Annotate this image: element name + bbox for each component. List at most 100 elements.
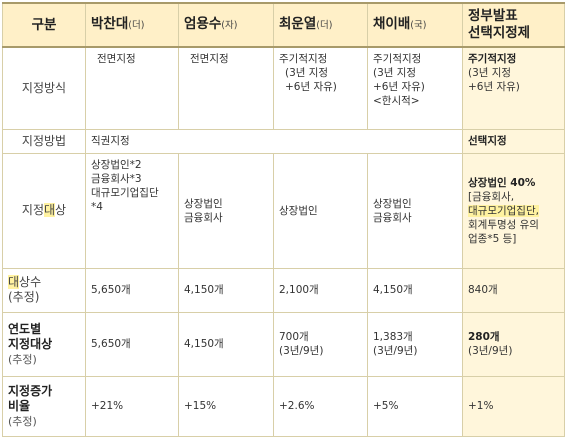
header-category-label: 구분 xyxy=(31,16,57,33)
row-method-c5: 주기적지정 (3년 지정 +6년 자유) xyxy=(462,46,565,130)
row-annual-c5-sub: (3년/9년) xyxy=(468,345,513,357)
row-method-c5-line1: 주기적지정 xyxy=(468,53,517,65)
row-target-c1-line2: 금융회사*3 xyxy=(91,172,142,185)
row-way: 지정방법 직권지정 선택지정 xyxy=(2,128,565,154)
row-annual-c4-value: 1,383개 xyxy=(373,331,413,343)
header-col-3: 최운열(더) xyxy=(273,2,368,48)
row-target-label-c: 상 xyxy=(55,203,67,217)
row-way-c1-text: 직권지정 xyxy=(91,135,130,147)
header-col-2: 엄용수(자) xyxy=(178,2,274,48)
row-rate-label-b: 비율 xyxy=(8,398,31,413)
row-method-c4-line2: (3년 지정 xyxy=(373,67,417,79)
row-rate-c2: +15% xyxy=(178,375,274,437)
row-rate-c5-value: +1% xyxy=(468,400,494,412)
row-method-c1-text: 전면지정 xyxy=(97,53,136,65)
row-count-c1-value: 5,650개 xyxy=(91,284,131,296)
header-col-1-party: (더) xyxy=(128,20,145,31)
row-rate-c2-value: +15% xyxy=(184,400,217,412)
row-count-label: 대상수 (추정) xyxy=(2,267,86,313)
row-method-c5-line2: (3년 지정 xyxy=(468,67,512,79)
row-target-c4: 상장법인 금융회사 xyxy=(367,152,463,269)
row-annual-c3-value: 700개 xyxy=(279,331,309,343)
row-annual-c1: 5,650개 xyxy=(85,311,179,377)
row-annual-label: 연도별 지정대상 (추정) xyxy=(2,311,86,377)
row-target-c2-line2: 금융회사 xyxy=(184,211,223,224)
row-count-c5-value: 840개 xyxy=(468,284,498,296)
header-col-3-name: 최운열 xyxy=(279,16,317,32)
row-method: 지정방식 전면지정 전면지정 주기적지정 (3년 지정 +6년 자유) 주기적지… xyxy=(2,46,565,130)
row-target-c2: 상장법인 금융회사 xyxy=(178,152,274,269)
row-target-c5-line1: 상장법인 40% xyxy=(468,176,536,189)
row-annual-c4: 1,383개 (3년/9년) xyxy=(367,311,463,377)
row-count-label-highlight: 대 xyxy=(8,275,20,289)
header-col-4: 채이배(국) xyxy=(367,2,463,48)
header-category: 구분 xyxy=(2,2,86,48)
row-rate: 지정증가 비율 (추정) +21% +15% +2.6% +5% +1% xyxy=(2,375,565,437)
row-rate-label: 지정증가 비율 (추정) xyxy=(2,375,86,437)
row-method-c4-line4: <한시적> xyxy=(373,95,420,107)
row-target-c4-line2: 금융회사 xyxy=(373,211,412,224)
row-target: 지정대상 상장법인*2 금융회사*3 대규모기업집단 *4 상장법인 금융회사 … xyxy=(2,152,565,269)
row-target-c3-line1: 상장법인 xyxy=(279,204,318,217)
row-annual: 연도별 지정대상 (추정) 5,650개 4,150개 700개 (3년/9년)… xyxy=(2,311,565,377)
row-target-c1-line3: 대규모기업집단 xyxy=(91,186,159,199)
row-count-label-sub: (추정) xyxy=(8,290,40,304)
row-method-c2: 전면지정 xyxy=(178,46,274,130)
row-method-label: 지정방식 xyxy=(2,46,86,130)
row-method-label-text: 지정방식 xyxy=(21,80,67,95)
row-target-label-highlight: 대 xyxy=(44,203,56,217)
row-annual-c5-value: 280개 xyxy=(468,331,500,343)
row-count-c2: 4,150개 xyxy=(178,267,274,313)
row-target-label-a: 지정 xyxy=(21,203,44,217)
header-col-5: 정부발표 선택지정제 xyxy=(462,2,565,48)
row-target-c5: 상장법인 40% [금융회사, 대규모기업집단, 회계투명성 유의 업종*5 등… xyxy=(462,152,565,269)
header-col-1-name: 박찬대 xyxy=(91,16,129,32)
row-annual-c4-sub: (3년/9년) xyxy=(373,345,418,357)
row-count-c4-value: 4,150개 xyxy=(373,284,413,296)
row-way-label-text: 지정방법 xyxy=(21,133,67,148)
row-annual-c5: 280개 (3년/9년) xyxy=(462,311,565,377)
row-target-c5-line2: [금융회사, xyxy=(468,190,515,203)
row-count-c3: 2,100개 xyxy=(273,267,368,313)
row-method-c4-line1: 주기적지정 xyxy=(373,53,422,65)
header-col-5-name: 정부발표 선택지정제 xyxy=(468,8,531,41)
row-target-c5-line3: 대규모기업집단, xyxy=(468,204,539,217)
row-method-c3-line2: (3년 지정 xyxy=(285,67,329,79)
row-rate-c1-value: +21% xyxy=(91,400,124,412)
row-rate-label-sub: (추정) xyxy=(8,414,37,428)
row-target-c1-line1: 상장법인*2 xyxy=(91,158,142,171)
row-way-c5: 선택지정 xyxy=(462,128,565,154)
row-target-c1: 상장법인*2 금융회사*3 대규모기업집단 *4 xyxy=(85,152,179,269)
row-count-c3-value: 2,100개 xyxy=(279,284,319,296)
row-method-c3-line1: 주기적지정 xyxy=(279,53,328,65)
header-col-4-name: 채이배 xyxy=(373,16,411,32)
row-way-c5-text: 선택지정 xyxy=(468,135,507,147)
row-method-c2-text: 전면지정 xyxy=(190,53,229,65)
header-col-2-name: 엄용수 xyxy=(184,16,222,32)
row-count-label-b: 상수 xyxy=(19,275,42,289)
row-target-c5-line5: 업종*5 등] xyxy=(468,232,517,245)
row-annual-c3: 700개 (3년/9년) xyxy=(273,311,368,377)
row-method-c3: 주기적지정 (3년 지정 +6년 자유) xyxy=(273,46,368,130)
header-row: 구분 박찬대(더) 엄용수(자) 최운열(더) 채이배(국) 정부발표 선택지정… xyxy=(2,2,565,48)
row-count: 대상수 (추정) 5,650개 4,150개 2,100개 4,150개 840… xyxy=(2,267,565,313)
row-annual-c3-sub: (3년/9년) xyxy=(279,345,324,357)
row-target-c1-line4: *4 xyxy=(91,200,103,213)
header-col-4-party: (국) xyxy=(410,20,427,31)
row-rate-c3: +2.6% xyxy=(273,375,368,437)
row-rate-c3-value: +2.6% xyxy=(279,400,315,412)
row-annual-label-b: 지정대상 xyxy=(8,336,53,351)
row-count-c4: 4,150개 xyxy=(367,267,463,313)
row-method-c3-line3: +6년 자유) xyxy=(285,81,337,93)
row-method-c1: 전면지정 xyxy=(85,46,179,130)
header-col-1: 박찬대(더) xyxy=(85,2,179,48)
row-rate-c4: +5% xyxy=(367,375,463,437)
row-way-c1: 직권지정 xyxy=(85,128,463,154)
row-annual-label-a: 연도별 xyxy=(8,321,42,336)
row-target-label: 지정대상 xyxy=(2,152,86,269)
row-target-c4-line1: 상장법인 xyxy=(373,197,412,210)
row-way-label: 지정방법 xyxy=(2,128,86,154)
row-rate-c5: +1% xyxy=(462,375,565,437)
row-rate-c4-value: +5% xyxy=(373,400,399,412)
